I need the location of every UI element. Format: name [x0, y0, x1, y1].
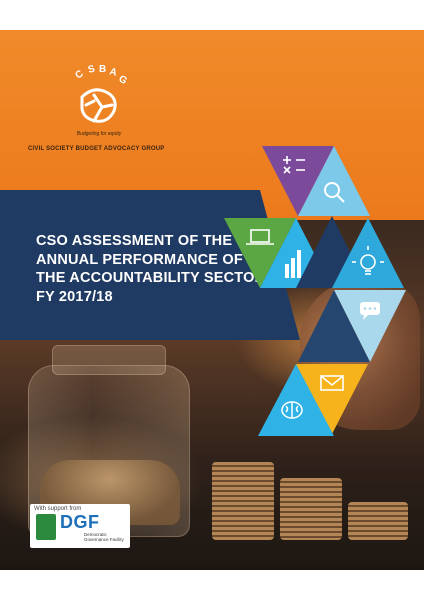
chat-bubble-icon: [360, 302, 380, 320]
math-operators-icon: [283, 156, 305, 174]
brain-icon: [281, 401, 303, 419]
bar-chart-icon: [285, 250, 301, 278]
dgf-subtitle: Democratic Governance Facility: [84, 532, 124, 542]
report-title: CSO ASSESSMENT OF THE ANNUAL PERFORMANCE…: [36, 233, 266, 305]
logo-letter-s: S: [87, 65, 97, 76]
triangle-lightbulb: [332, 218, 404, 288]
logo-figure: [80, 88, 117, 123]
envelope-icon: [320, 375, 344, 391]
magnifier-icon: [324, 182, 345, 203]
support-label: With support from: [34, 506, 82, 512]
coin-stack: [280, 478, 342, 540]
logo-letter-a: A: [108, 66, 118, 78]
dgf-logo-text: DGF: [60, 512, 100, 532]
triangle-navy-center: [298, 290, 370, 362]
triangle-brain: [258, 364, 334, 436]
triangle-math: [262, 146, 334, 216]
lightbulb-icon: [352, 246, 384, 275]
dgf-hand-icon: [36, 514, 56, 540]
jar-neck: [52, 345, 166, 375]
triangle-magnifier: [298, 146, 370, 216]
logo-tagline: Budgeting for equity: [77, 131, 122, 137]
csbag-logo: C S B A G Budgeting for equity: [73, 65, 129, 137]
triangle-chat: [334, 290, 406, 362]
organization-name: CIVIL SOCIETY BUDGET ADVOCACY GROUP: [28, 146, 165, 152]
coin-stack: [212, 462, 274, 540]
logo-letter-b: B: [99, 65, 106, 75]
laptop-icon: [246, 229, 274, 245]
coin-stack: [348, 502, 408, 540]
triangle-laptop: [224, 218, 296, 288]
triangle-envelope: [296, 364, 368, 434]
logo-person: [84, 93, 114, 123]
